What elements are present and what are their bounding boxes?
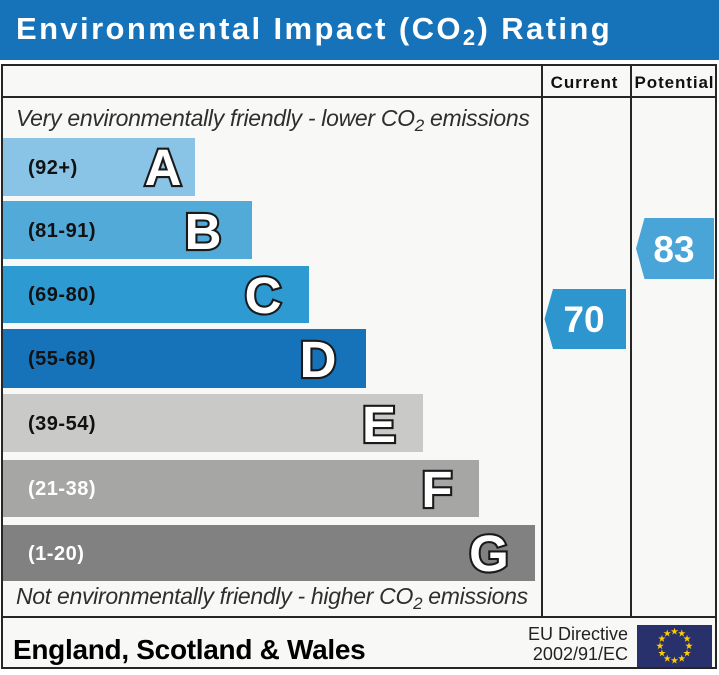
svg-text:G: G	[469, 525, 509, 582]
svg-text:70: 70	[563, 299, 604, 340]
svg-text:F: F	[421, 461, 452, 518]
svg-text:B: B	[185, 203, 222, 260]
svg-text:83: 83	[653, 229, 694, 270]
svg-text:C: C	[245, 267, 282, 324]
svg-text:A: A	[145, 139, 182, 196]
svg-text:E: E	[362, 396, 396, 453]
svg-text:D: D	[300, 331, 337, 388]
